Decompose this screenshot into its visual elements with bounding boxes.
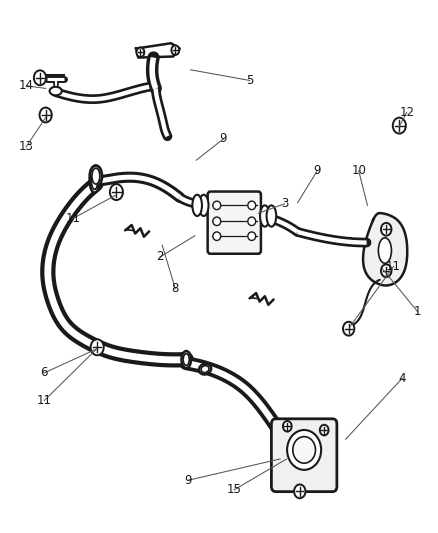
- Ellipse shape: [248, 232, 256, 240]
- Text: 3: 3: [281, 197, 288, 211]
- Ellipse shape: [192, 195, 202, 216]
- Polygon shape: [363, 213, 407, 286]
- Text: 6: 6: [41, 366, 48, 379]
- Ellipse shape: [248, 217, 256, 225]
- Circle shape: [110, 184, 123, 200]
- Ellipse shape: [49, 87, 62, 95]
- Text: 10: 10: [351, 164, 366, 177]
- Ellipse shape: [378, 238, 392, 263]
- Text: 14: 14: [18, 79, 34, 92]
- Circle shape: [171, 45, 179, 55]
- Ellipse shape: [213, 232, 221, 240]
- FancyBboxPatch shape: [208, 191, 261, 254]
- Ellipse shape: [213, 217, 221, 225]
- Circle shape: [91, 340, 104, 356]
- Ellipse shape: [260, 205, 270, 227]
- Text: 8: 8: [172, 282, 179, 295]
- Text: 9: 9: [314, 164, 321, 177]
- Text: 9: 9: [185, 474, 192, 487]
- Polygon shape: [136, 43, 180, 58]
- Bar: [326, 442, 332, 469]
- Text: 5: 5: [246, 74, 253, 87]
- Ellipse shape: [181, 351, 191, 368]
- Text: 9: 9: [219, 132, 227, 146]
- Circle shape: [137, 47, 145, 57]
- Text: 4: 4: [399, 372, 406, 385]
- Circle shape: [320, 425, 328, 435]
- Ellipse shape: [92, 173, 98, 189]
- Circle shape: [34, 70, 46, 85]
- Ellipse shape: [183, 354, 189, 366]
- Ellipse shape: [90, 165, 102, 187]
- Ellipse shape: [293, 437, 315, 463]
- Circle shape: [343, 322, 354, 336]
- Ellipse shape: [90, 170, 99, 192]
- Circle shape: [39, 108, 52, 123]
- Circle shape: [381, 223, 392, 236]
- Ellipse shape: [92, 168, 100, 184]
- FancyBboxPatch shape: [272, 419, 337, 491]
- Text: 15: 15: [227, 483, 242, 496]
- Circle shape: [381, 264, 392, 277]
- Text: 1: 1: [414, 305, 421, 318]
- Text: 11: 11: [37, 394, 52, 407]
- Ellipse shape: [201, 366, 209, 373]
- Circle shape: [283, 421, 292, 432]
- Ellipse shape: [199, 364, 211, 375]
- Text: 13: 13: [18, 140, 33, 154]
- Text: 12: 12: [399, 106, 414, 119]
- Ellipse shape: [213, 201, 221, 209]
- Ellipse shape: [199, 195, 208, 216]
- Ellipse shape: [287, 430, 321, 470]
- Text: 11: 11: [65, 212, 80, 225]
- Text: 2: 2: [156, 251, 164, 263]
- Circle shape: [393, 118, 406, 134]
- Circle shape: [294, 484, 305, 498]
- Ellipse shape: [248, 201, 256, 209]
- Bar: [276, 442, 282, 469]
- Text: 11: 11: [386, 260, 401, 273]
- Ellipse shape: [267, 205, 276, 227]
